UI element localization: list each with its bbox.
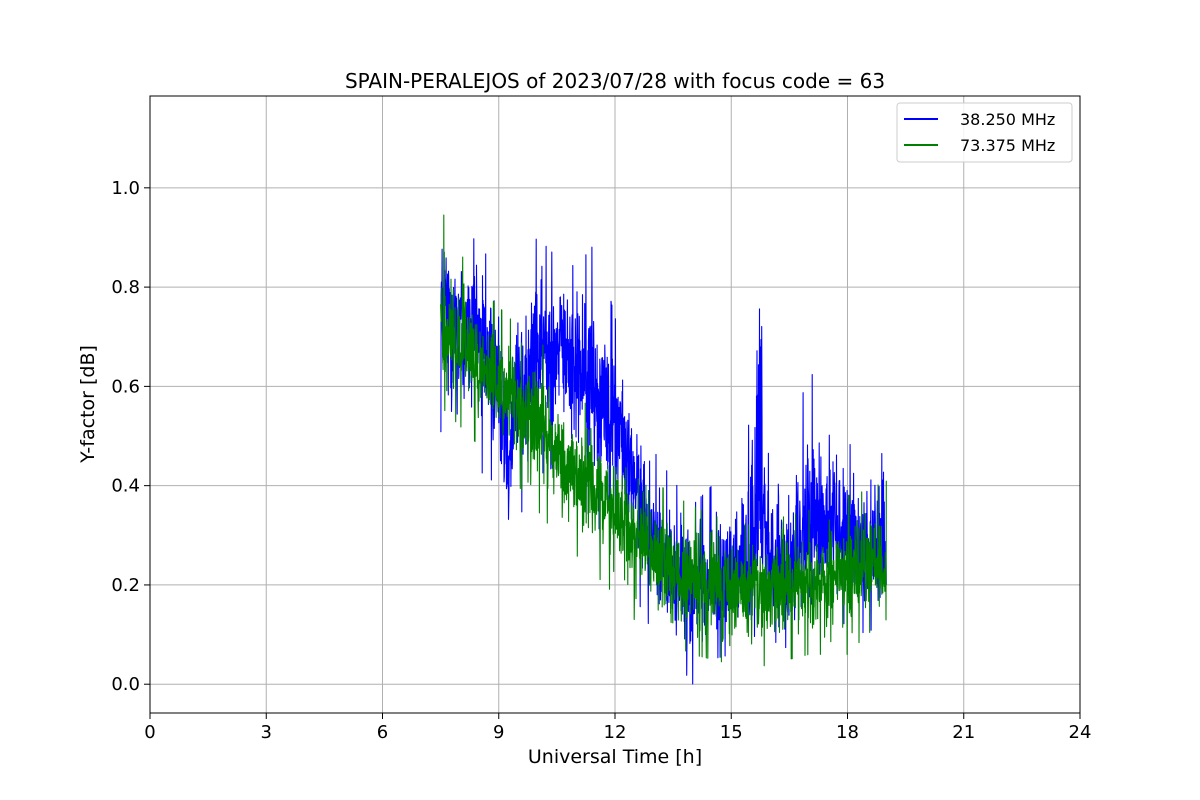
y-tick-label: 1.0 <box>111 178 140 199</box>
y-axis-label: Y-factor [dB] <box>77 345 99 464</box>
x-tick-label: 18 <box>836 722 859 743</box>
chart-title: SPAIN-PERALEJOS of 2023/07/28 with focus… <box>345 69 885 93</box>
y-tick-label: 0.6 <box>111 376 140 397</box>
y-tick-label: 0.4 <box>111 476 140 497</box>
y-tick-label: 0.8 <box>111 277 140 298</box>
x-tick-label: 24 <box>1069 722 1092 743</box>
series-line-73-375-mhz <box>440 214 887 667</box>
legend-label-73mhz: 73.375 MHz <box>960 136 1055 155</box>
legend: 38.250 MHz 73.375 MHz <box>896 102 1073 163</box>
y-tick-label: 0.0 <box>111 674 140 695</box>
x-tick-label: 0 <box>144 722 155 743</box>
y-axis: 0.0 0.2 0.4 0.6 0.8 1.0 <box>111 178 150 695</box>
x-axis: 0 3 6 9 12 15 18 21 24 <box>144 713 1091 743</box>
y-tick-label: 0.2 <box>111 575 140 596</box>
x-tick-label: 15 <box>720 722 743 743</box>
legend-label-38mhz: 38.250 MHz <box>960 110 1055 129</box>
x-axis-label: Universal Time [h] <box>528 746 702 768</box>
x-tick-label: 6 <box>377 722 388 743</box>
plot-area <box>440 214 887 685</box>
x-tick-label: 21 <box>952 722 975 743</box>
x-tick-label: 3 <box>261 722 272 743</box>
legend-box <box>896 102 1073 163</box>
x-tick-label: 12 <box>604 722 627 743</box>
x-tick-label: 9 <box>493 722 504 743</box>
